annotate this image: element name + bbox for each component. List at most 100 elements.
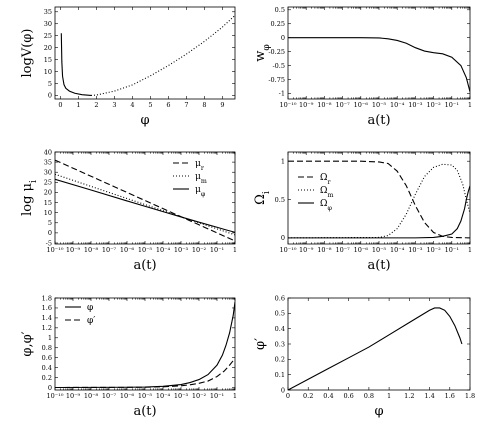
y-axis-label: φ′	[253, 338, 268, 350]
legend-entry: μr	[195, 159, 205, 172]
plot-frame	[287, 297, 471, 391]
series-line-s0	[60, 33, 92, 96]
y-tick-label: -0.75	[268, 76, 285, 84]
x-tick-label: 10⁻⁷	[335, 101, 350, 109]
x-tick-label: 10⁻⁵	[372, 101, 387, 109]
chart-panel-middle-left: 10⁻¹⁰ 10⁻⁹ 10⁻⁸ 10⁻⁷ 10⁻⁶ 10⁻⁵ 10⁻⁴ 10⁻³ 10⁻² 10⁻…	[20, 148, 237, 273]
x-tick-label: 10⁻³	[174, 246, 189, 254]
x-tick-label: 10⁻⁵	[372, 246, 387, 254]
x-tick-label: 10⁻⁸	[84, 246, 99, 254]
x-tick-label: 1	[76, 101, 80, 109]
x-axis-label: a(t)	[367, 258, 390, 273]
x-tick-label: 4	[130, 101, 134, 109]
x-tick-label: 10⁻⁴	[390, 101, 405, 109]
x-tick-label: 0.6	[343, 392, 353, 400]
y-tick-label: 0	[281, 234, 285, 242]
y-tick-label: 15	[44, 56, 52, 64]
y-tick-label: 10	[44, 68, 52, 76]
x-axis-label: a(t)	[133, 404, 156, 419]
y-tick-label: 10	[44, 209, 52, 217]
x-tick-label: 3	[112, 101, 116, 109]
x-tick-label: 1	[468, 101, 472, 109]
x-tick-label: 10⁻⁴	[156, 392, 171, 400]
legend-entry: μm	[195, 172, 207, 185]
x-tick-label: 10⁻⁶	[120, 246, 135, 254]
y-tick-label: 0.8	[42, 344, 52, 352]
x-tick-label: 8	[202, 101, 206, 109]
x-tick-label: 0.2	[303, 392, 313, 400]
y-axis-label: Ωi	[253, 191, 272, 205]
y-tick-label: 35	[44, 158, 52, 166]
y-tick-label: 0	[281, 34, 285, 42]
y-tick-label: -0.5	[272, 62, 285, 70]
y-tick-label: 20	[44, 44, 52, 52]
x-axis-label: a(t)	[133, 258, 156, 273]
y-tick-label: 0.5	[275, 6, 285, 14]
plot-frame	[287, 151, 471, 245]
x-tick-label: 10⁻¹⁰	[280, 101, 297, 109]
y-tick-label: -5	[46, 239, 52, 247]
y-tick-label: 5	[48, 80, 52, 88]
y-tick-label: 0.2	[275, 356, 285, 364]
y-tick-label: 0	[48, 92, 52, 100]
x-tick-label: 10⁻⁹	[66, 392, 81, 400]
y-tick-label: 0.2	[42, 374, 52, 382]
chart-panel-top-left: 0 1 2 3 4 5 6 7 8 9 0 5 10 15 20 25 30 35 φ logV(φ)	[20, 6, 236, 128]
x-tick-label: 10⁻⁵	[138, 246, 153, 254]
plot-frame	[54, 151, 236, 245]
y-tick-label: -1	[279, 90, 285, 98]
x-tick-label: 10⁻²	[192, 246, 207, 254]
plot-frame	[287, 6, 471, 100]
x-tick-label: 10⁻¹	[210, 392, 225, 400]
legend-entry: Ωr	[320, 173, 331, 186]
x-tick-label: 0	[58, 101, 62, 109]
x-tick-label: 10⁻²	[192, 392, 207, 400]
x-tick-label: 10⁻⁷	[335, 246, 350, 254]
y-tick-label: 25	[44, 179, 52, 187]
plot-frame	[54, 297, 236, 391]
legend-entry: Ωφ	[320, 199, 332, 212]
x-tick-label: 10⁻⁶	[120, 392, 135, 400]
x-tick-label: 10⁻¹	[210, 246, 225, 254]
x-tick-label: 1.4	[424, 392, 434, 400]
x-tick-label: 10⁻¹⁰	[47, 246, 64, 254]
y-tick-label: 0.25	[271, 20, 285, 28]
y-tick-label: 25	[44, 32, 52, 40]
x-tick-label: 10⁻⁴	[156, 246, 171, 254]
y-tick-label: 0.4	[42, 364, 52, 372]
series-line-s0	[55, 301, 235, 389]
plot-frame	[54, 6, 236, 100]
x-tick-label: 10⁻⁸	[317, 101, 332, 109]
x-axis-label: φ	[374, 404, 383, 419]
y-axis-label: φ,φ′	[20, 331, 35, 356]
y-axis-label: log μi	[20, 180, 39, 216]
x-tick-label: 10⁻¹⁰	[280, 246, 297, 254]
x-tick-label: 2	[94, 101, 98, 109]
x-tick-label: 0.8	[364, 392, 374, 400]
y-tick-label: 0	[281, 386, 285, 394]
y-tick-label: 0	[48, 384, 52, 392]
y-tick-label: 40	[44, 148, 52, 156]
y-tick-label: 0.4	[275, 325, 285, 333]
x-tick-label: 7	[184, 101, 188, 109]
x-tick-label: 10⁻⁹	[66, 246, 81, 254]
y-tick-label: 15	[44, 199, 52, 207]
legend-entry: φ′	[87, 316, 95, 326]
x-axis-label: a(t)	[367, 113, 390, 128]
x-tick-label: 1	[233, 392, 237, 400]
x-tick-label: 10⁻¹	[445, 101, 460, 109]
legend: φ φ′	[65, 303, 95, 326]
y-tick-label: 0.5	[275, 310, 285, 318]
x-tick-label: 10⁻⁹	[299, 246, 314, 254]
y-tick-label: 1.2	[42, 324, 52, 332]
x-tick-label: 6	[166, 101, 170, 109]
y-tick-label: 35	[44, 8, 52, 16]
x-tick-label: 9	[220, 101, 224, 109]
chart-panel-top-right: 10⁻¹⁰ 10⁻⁹ 10⁻⁸ 10⁻⁷ 10⁻⁶ 10⁻⁵ 10⁻⁴ 10⁻³ 10⁻² 10⁻…	[253, 6, 472, 128]
x-tick-label: 0	[286, 392, 290, 400]
x-tick-label: 10⁻⁸	[317, 246, 332, 254]
x-tick-label: 1.8	[465, 392, 475, 400]
legend-entry: μφ	[195, 185, 206, 198]
series-line-r	[55, 159, 235, 242]
